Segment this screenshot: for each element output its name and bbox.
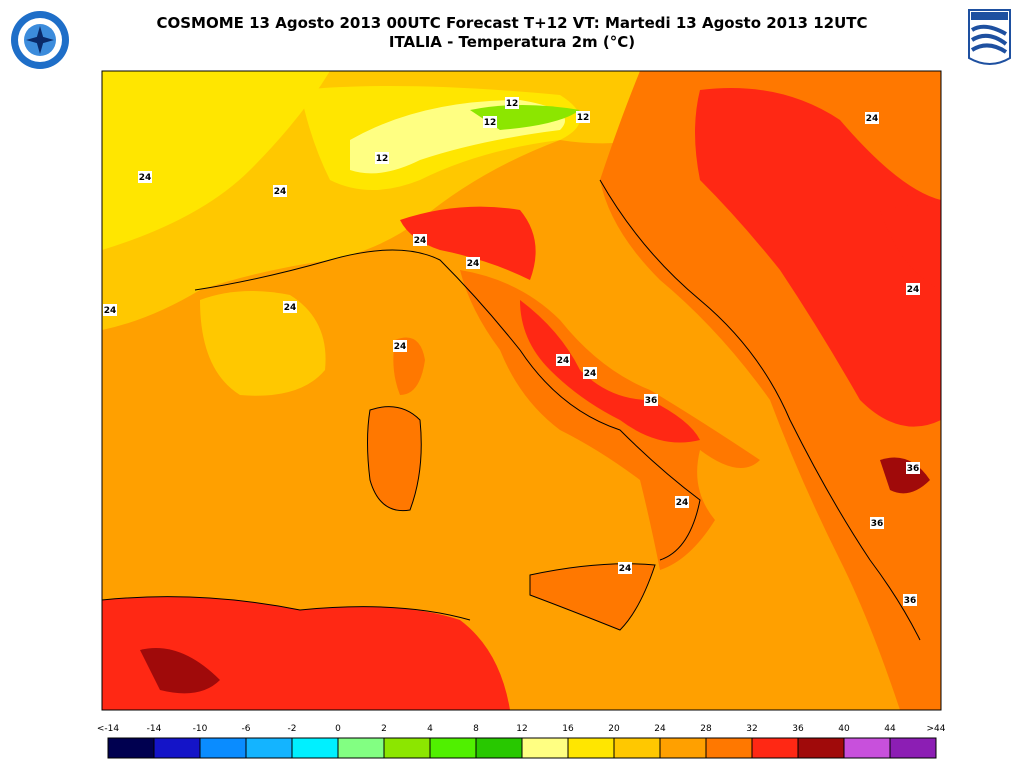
legend-swatch bbox=[199, 737, 247, 759]
legend-label: -6 bbox=[242, 724, 251, 734]
title-line: ITALIA - Temperatura 2m (°C) bbox=[389, 33, 635, 51]
legend-swatch bbox=[751, 737, 799, 759]
legend-swatch bbox=[659, 737, 707, 759]
legend-label: 40 bbox=[838, 724, 850, 734]
contour-label: 24 bbox=[907, 285, 920, 295]
contour-label: 12 bbox=[577, 113, 590, 123]
contour-label-bg bbox=[283, 301, 297, 313]
legend-label: 4 bbox=[427, 724, 433, 734]
contour-label-bg bbox=[556, 354, 570, 366]
legend-label: 12 bbox=[516, 724, 527, 734]
contour-label: 12 bbox=[506, 99, 519, 109]
contour-label-bg bbox=[483, 116, 497, 128]
contour-label-bg bbox=[906, 462, 920, 474]
contour-label-bg bbox=[375, 152, 389, 164]
contour-label: 24 bbox=[676, 498, 689, 508]
legend-label: -14 bbox=[147, 724, 162, 734]
legend-label: 20 bbox=[608, 724, 620, 734]
legend-label: -10 bbox=[193, 724, 208, 734]
legend-label: 28 bbox=[700, 724, 712, 734]
legend-label: 0 bbox=[335, 724, 341, 734]
legend-swatch bbox=[153, 737, 201, 759]
contour-label-bg bbox=[870, 517, 884, 529]
contour-label-bg bbox=[138, 171, 152, 183]
legend-swatch bbox=[797, 737, 845, 759]
legend-swatch bbox=[383, 737, 431, 759]
legend-label: 8 bbox=[473, 724, 479, 734]
map bbox=[101, 70, 942, 711]
contour-label-bg bbox=[505, 97, 519, 109]
legend-label: <-14 bbox=[97, 724, 120, 734]
legend-label: 44 bbox=[884, 724, 896, 734]
legend-swatch bbox=[245, 737, 293, 759]
legend-swatch bbox=[843, 737, 891, 759]
legend-label: 2 bbox=[381, 724, 387, 734]
title-line: COSMOME 13 Agosto 2013 00UTC Forecast T+… bbox=[156, 14, 867, 32]
legend-swatch bbox=[429, 737, 477, 759]
contour-label: 36 bbox=[904, 596, 917, 606]
contour-label: 24 bbox=[619, 564, 632, 574]
contour-label-bg bbox=[103, 304, 117, 316]
contour-label: 24 bbox=[866, 114, 879, 124]
contour-label: 36 bbox=[645, 396, 658, 406]
legend: <-14 -14 -10 -6 -2 0 2 4 8 12 16 20 24 28 32 36 40 44 >44 bbox=[97, 724, 946, 759]
legend-label: 16 bbox=[562, 724, 574, 734]
contour-label: 24 bbox=[557, 356, 570, 366]
legend-swatch bbox=[107, 737, 155, 759]
contour-label-bg bbox=[903, 594, 917, 606]
legend-label: -2 bbox=[288, 724, 297, 734]
contour-label: 24 bbox=[414, 236, 427, 246]
legend-swatch bbox=[613, 737, 661, 759]
contour-label: 24 bbox=[139, 173, 152, 183]
contour-label: 24 bbox=[104, 306, 117, 316]
contour-label-bg bbox=[583, 367, 597, 379]
legend-swatch bbox=[337, 737, 385, 759]
contour-label: 24 bbox=[394, 342, 407, 352]
contour-label-bg bbox=[466, 257, 480, 269]
legend-label: >44 bbox=[927, 724, 946, 734]
contour-label: 36 bbox=[871, 519, 884, 529]
legend-swatch bbox=[567, 737, 615, 759]
contour-label: 12 bbox=[376, 154, 389, 164]
legend-label: 24 bbox=[654, 724, 666, 734]
contour-label-bg bbox=[865, 112, 879, 124]
legend-swatch bbox=[475, 737, 523, 759]
contour-label-bg bbox=[576, 111, 590, 123]
contour-label-bg bbox=[393, 340, 407, 352]
contour-label-bg bbox=[618, 562, 632, 574]
legend-swatch bbox=[705, 737, 753, 759]
contour-label-bg bbox=[413, 234, 427, 246]
contour-label: 24 bbox=[467, 259, 480, 269]
right-logo bbox=[968, 9, 1011, 65]
contour-label: 24 bbox=[274, 187, 287, 197]
legend-label: 32 bbox=[746, 724, 757, 734]
contour-label: 24 bbox=[584, 369, 597, 379]
legend-swatch bbox=[889, 737, 937, 759]
left-logo bbox=[11, 11, 69, 69]
contour-label-bg bbox=[906, 283, 920, 295]
contour-label: 36 bbox=[907, 464, 920, 474]
legend-label: 36 bbox=[792, 724, 804, 734]
legend-swatch bbox=[521, 737, 569, 759]
contour-label: 24 bbox=[284, 303, 297, 313]
legend-swatch bbox=[291, 737, 339, 759]
contour-label: 12 bbox=[484, 118, 497, 128]
contour-label-bg bbox=[273, 185, 287, 197]
contour-label-bg bbox=[675, 496, 689, 508]
contour-label-bg bbox=[644, 394, 658, 406]
